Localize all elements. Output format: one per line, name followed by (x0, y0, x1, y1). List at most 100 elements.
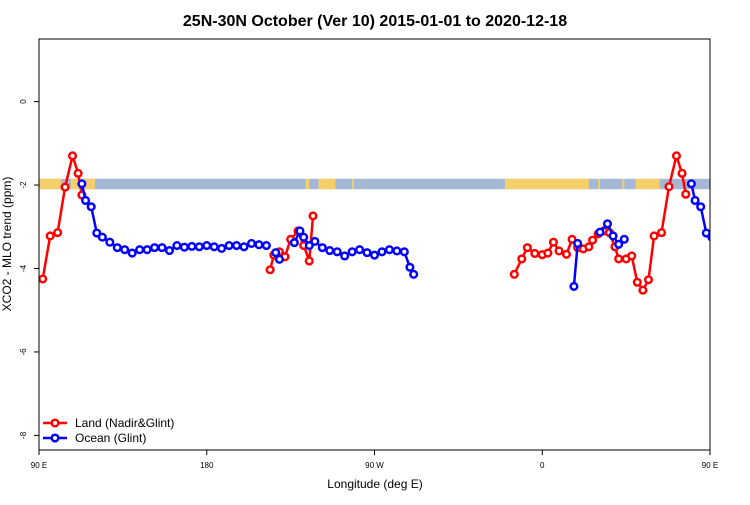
series-line (572, 243, 579, 287)
data-point (202, 240, 212, 251)
series-layer (39, 151, 750, 295)
data-point (686, 179, 696, 189)
data-point (92, 228, 102, 238)
ocean-band (39, 178, 710, 190)
data-point (261, 240, 271, 251)
data-point (548, 237, 558, 247)
data-point (254, 240, 264, 250)
data-point (384, 245, 394, 255)
land-band-segment (39, 178, 62, 190)
data-point (690, 195, 700, 206)
series-line (513, 154, 688, 292)
data-point (608, 231, 618, 241)
data-point (731, 246, 738, 253)
data-point (409, 269, 419, 279)
data-point (194, 242, 204, 252)
data-point (632, 277, 642, 287)
data-point (172, 240, 182, 251)
data-point (295, 226, 305, 236)
data-point (530, 248, 540, 259)
data-point (97, 232, 107, 242)
data-point (362, 248, 372, 258)
data-point (584, 242, 594, 252)
data-point (517, 254, 527, 264)
data-point (232, 240, 242, 251)
data-point (310, 236, 320, 246)
data-point (179, 242, 189, 252)
data-point (304, 256, 314, 266)
data-point (677, 168, 687, 178)
data-point (643, 275, 654, 285)
data-point (150, 243, 160, 253)
y-tick-label: -4 (19, 264, 28, 272)
data-point (696, 202, 706, 212)
data-point (522, 243, 532, 253)
data-point (614, 254, 624, 264)
data-point (317, 243, 327, 253)
data-point (60, 182, 70, 192)
data-point (716, 239, 723, 246)
data-point (627, 251, 637, 261)
data-point (649, 231, 659, 241)
data-point (112, 243, 122, 253)
series-ocean (77, 179, 750, 291)
data-point (77, 179, 87, 189)
data-point (619, 234, 629, 244)
data-point (595, 227, 605, 237)
y-tick-label: -8 (19, 431, 28, 439)
x-tick-label: 90 E (31, 461, 47, 470)
data-point (304, 240, 314, 251)
data-point (164, 246, 175, 256)
data-point (638, 285, 648, 295)
data-point (105, 237, 115, 247)
land-band-segment (352, 178, 354, 190)
data-point (671, 151, 682, 161)
land-band-segment (504, 178, 589, 190)
series-land (39, 151, 691, 295)
data-point (81, 195, 91, 206)
data-point (543, 248, 553, 258)
data-point (325, 246, 335, 256)
land-band-segment (622, 178, 625, 190)
data-point (369, 250, 380, 260)
legend-marker (50, 418, 60, 428)
data-point (68, 151, 78, 161)
data-point (142, 245, 152, 255)
data-point (509, 269, 519, 279)
x-axis: 90 E 180 90 W 0 90 E (31, 450, 718, 470)
data-point (588, 235, 598, 245)
data-point (561, 249, 572, 259)
data-point (274, 254, 284, 264)
y-axis-label: XCO2 - MLO trend (ppm) (0, 177, 14, 312)
data-point (567, 234, 577, 244)
plot-frame (38, 38, 711, 451)
x-tick-label: 90 W (365, 461, 384, 470)
land-ocean-band (39, 178, 710, 190)
series-line (690, 183, 710, 238)
data-point (738, 250, 745, 257)
data-point (39, 274, 48, 284)
data-point (217, 243, 227, 254)
data-point (746, 246, 750, 253)
data-point (573, 238, 583, 249)
data-point (135, 245, 145, 255)
x-tick-label: 0 (540, 461, 545, 470)
legend-label: Ocean (Glint) (75, 431, 146, 445)
data-point (187, 241, 197, 251)
data-point (157, 243, 167, 253)
legend: Land (Nadir&Glint)Ocean (Glint) (43, 416, 174, 445)
data-point (340, 251, 350, 261)
x-tick-label: 90 E (702, 461, 718, 470)
data-point (681, 189, 691, 199)
y-axis: 0 -2 -4 -6 -8 (19, 99, 39, 439)
y-tick-label: 0 (19, 99, 28, 104)
data-point (246, 238, 257, 249)
y-tick-label: -6 (19, 348, 28, 356)
data-point (664, 182, 674, 192)
data-point (569, 281, 579, 291)
data-point (53, 228, 63, 238)
data-point (614, 239, 624, 249)
data-point (209, 242, 219, 252)
